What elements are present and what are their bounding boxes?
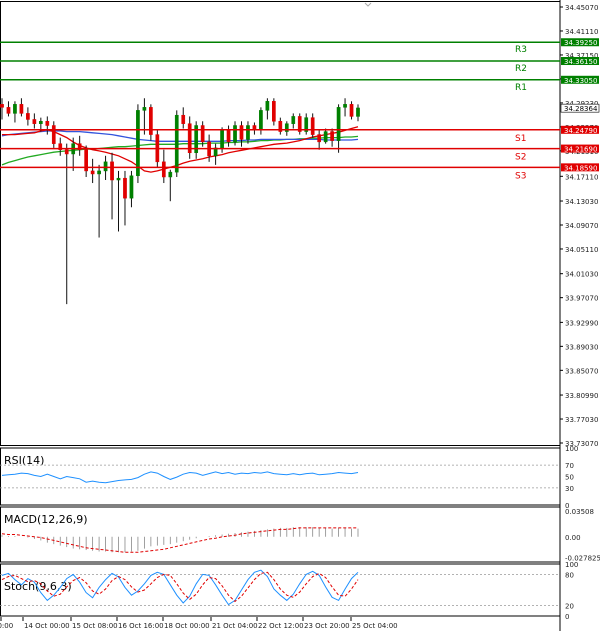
level-name-r3: R3 <box>515 45 527 55</box>
candle-body <box>337 107 340 140</box>
candle-body <box>324 132 327 142</box>
g-stoch-tick-label: 0 <box>565 613 569 621</box>
candle <box>52 121 55 148</box>
time-tick-label: 21 Oct 04:00 <box>212 622 258 630</box>
candle-body <box>343 104 346 107</box>
g-rsi-tick-label: 70 <box>565 462 574 470</box>
candle-body <box>331 132 334 141</box>
g-rsi-tick-label: 50 <box>565 474 574 482</box>
candle-body <box>311 118 314 135</box>
price-tick-label: 33.77030 <box>565 416 598 424</box>
g-rsi-tick-label: 30 <box>565 485 574 493</box>
price-tick-label: 33.97070 <box>565 295 598 303</box>
candle-body <box>201 126 204 142</box>
candle-body <box>292 116 295 123</box>
candle-body <box>97 171 100 174</box>
level-tag-value: 34.39250 <box>564 39 597 47</box>
candle-body <box>52 126 55 144</box>
price-tick-label: 34.17110 <box>565 173 598 181</box>
level-name-s1: S1 <box>515 134 526 144</box>
price-tick-label: 34.01030 <box>565 271 598 279</box>
candle-body <box>7 107 10 113</box>
candle-body <box>65 150 68 154</box>
candle-body <box>272 101 275 121</box>
level-name-r1: R1 <box>515 83 527 93</box>
candle-body <box>123 178 126 198</box>
g-macd-title: MACD(12,26,9) <box>4 513 88 526</box>
candle-body <box>13 104 16 113</box>
time-tick-label: 25 Oct 04:00 <box>352 622 398 630</box>
candle-body <box>0 104 3 107</box>
g-rsi-tick-label: 100 <box>565 445 578 453</box>
candle-body <box>233 126 236 142</box>
time-tick-label: 15 Oct 08:00 <box>72 622 118 630</box>
candle <box>272 98 275 125</box>
g-macd-tick-label: 0.03508 <box>565 508 594 516</box>
candle-body <box>162 162 165 177</box>
price-tick-label: 33.89030 <box>565 343 598 351</box>
last-price-value: 34.28364 <box>564 105 598 113</box>
price-tick-label: 33.80990 <box>565 392 598 400</box>
time-tick-label: 14 Oct 00:00 <box>24 622 70 630</box>
candle-body <box>259 110 262 129</box>
candle-body <box>350 104 353 116</box>
level-name-s2: S2 <box>515 153 526 163</box>
candle-body <box>104 162 107 171</box>
g-stoch-tick-label: 80 <box>565 571 574 579</box>
level-tag-value: 34.21690 <box>564 146 597 154</box>
candle-body <box>246 126 249 140</box>
level-name-s3: S3 <box>515 171 526 181</box>
g-stoch-tick-label: 100 <box>565 561 578 569</box>
candle-body <box>143 107 146 110</box>
candle-body <box>110 162 113 180</box>
candle-body <box>91 171 94 174</box>
candle-body <box>182 115 185 123</box>
price-tick-label: 34.09070 <box>565 222 598 230</box>
level-tag-value: 34.24790 <box>564 127 597 135</box>
price-tick-label: 34.05110 <box>565 246 598 254</box>
candle-body <box>33 119 36 123</box>
candle-body <box>39 121 42 123</box>
level-tag-value: 34.36150 <box>564 58 597 66</box>
candle-body <box>130 176 133 198</box>
candle-body <box>46 121 49 125</box>
candle-body <box>356 108 359 116</box>
time-tick-label: 16 Oct 16:00 <box>118 622 164 630</box>
candle-body <box>117 178 120 180</box>
time-tick-label: 22 Oct 12:00 <box>258 622 304 630</box>
candle-body <box>227 130 230 142</box>
candle <box>298 113 301 134</box>
g-stoch-tick-label: 20 <box>565 603 574 611</box>
time-tick-label: 20:00 <box>0 622 13 630</box>
candle-body <box>240 126 243 140</box>
time-tick-label: 23 Oct 20:00 <box>304 622 350 630</box>
candle-body <box>26 113 29 119</box>
price-tick-label: 34.41110 <box>565 28 598 36</box>
level-tag-value: 34.18590 <box>564 164 597 172</box>
price-tick-label: 33.92990 <box>565 319 598 327</box>
time-tick-label: 18 Oct 00:00 <box>164 622 210 630</box>
candle-body <box>318 135 321 142</box>
g-macd-tick-label: 0.00 <box>565 534 581 542</box>
price-tick-label: 34.45070 <box>565 4 598 12</box>
candle <box>136 104 139 183</box>
price-tick-label: 33.85070 <box>565 367 598 375</box>
candle-body <box>220 130 223 148</box>
candle-body <box>136 110 139 175</box>
candle-body <box>20 104 23 113</box>
level-tag-value: 34.33050 <box>564 77 597 85</box>
candle-body <box>175 115 178 172</box>
price-tick-label: 34.13030 <box>565 198 598 206</box>
candle-body <box>169 172 172 177</box>
candle-body <box>266 101 269 110</box>
level-name-r2: R2 <box>515 64 527 74</box>
